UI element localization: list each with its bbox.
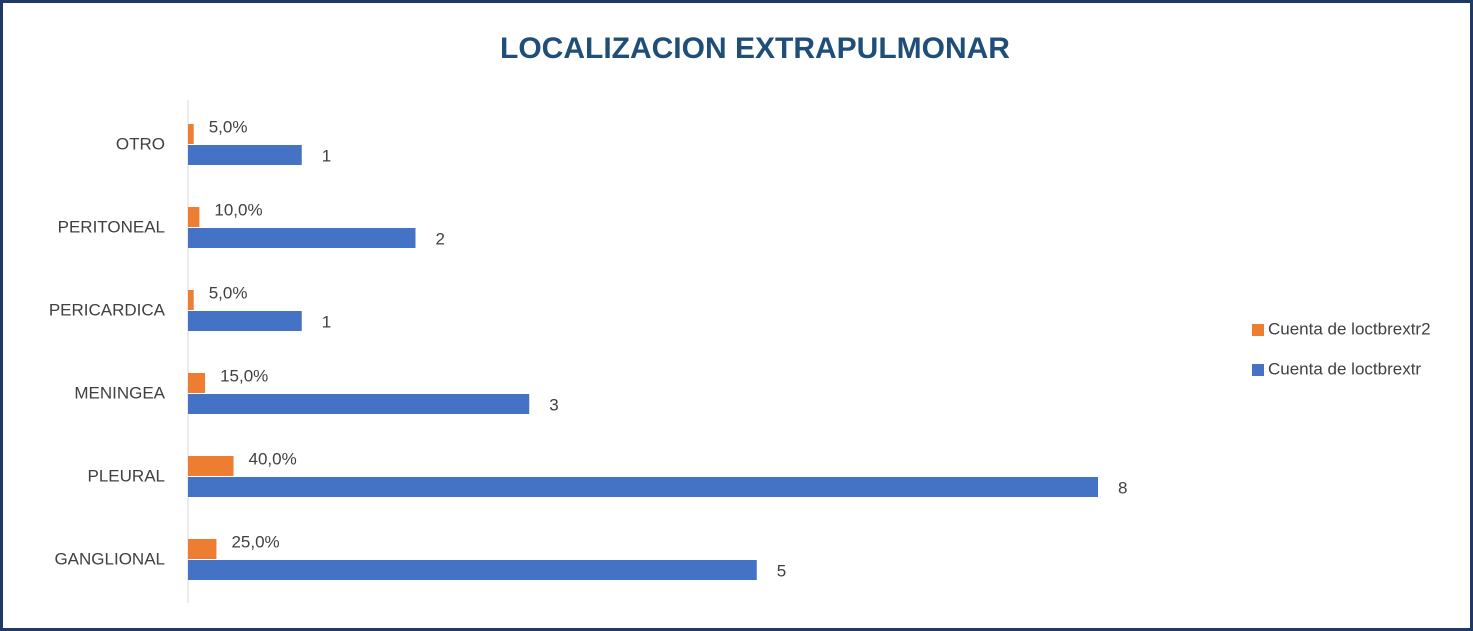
bar: [188, 311, 302, 331]
bar: [188, 145, 302, 165]
bar: [188, 456, 234, 476]
legend-swatch: [1252, 364, 1264, 376]
chart-title: LOCALIZACION EXTRAPULMONAR: [500, 32, 1010, 65]
bar: [188, 477, 1098, 497]
y-tick-label: MENINGEA: [74, 383, 165, 402]
data-label: 10,0%: [214, 200, 262, 219]
data-label: 25,0%: [231, 532, 279, 551]
y-tick-label: PLEURAL: [88, 466, 165, 485]
data-label: 2: [436, 229, 445, 248]
data-label: 8: [1118, 478, 1127, 497]
bar: [188, 373, 206, 393]
data-label: 5,0%: [209, 283, 248, 302]
data-label: 1: [322, 146, 331, 165]
bar: [188, 394, 530, 414]
y-tick-label: PERITONEAL: [58, 217, 165, 236]
data-label: 5,0%: [209, 117, 248, 136]
y-tick-label: OTRO: [116, 134, 165, 153]
data-label: 1: [322, 312, 331, 331]
bar: [188, 124, 194, 144]
data-label: 15,0%: [220, 366, 268, 385]
bar: [188, 560, 757, 580]
data-label: 3: [549, 395, 558, 414]
bar: [188, 228, 416, 248]
legend-label: Cuenta de loctbrextr2: [1268, 319, 1431, 338]
data-label: 5: [777, 561, 786, 580]
legend-swatch: [1252, 324, 1264, 336]
y-tick-label: PERICARDICA: [49, 300, 166, 319]
data-label: 40,0%: [249, 449, 297, 468]
bar: [188, 290, 194, 310]
legend-label: Cuenta de loctbrextr: [1268, 359, 1421, 378]
y-tick-label: GANGLIONAL: [54, 549, 165, 568]
bar: [188, 207, 200, 227]
bar: [188, 539, 217, 559]
